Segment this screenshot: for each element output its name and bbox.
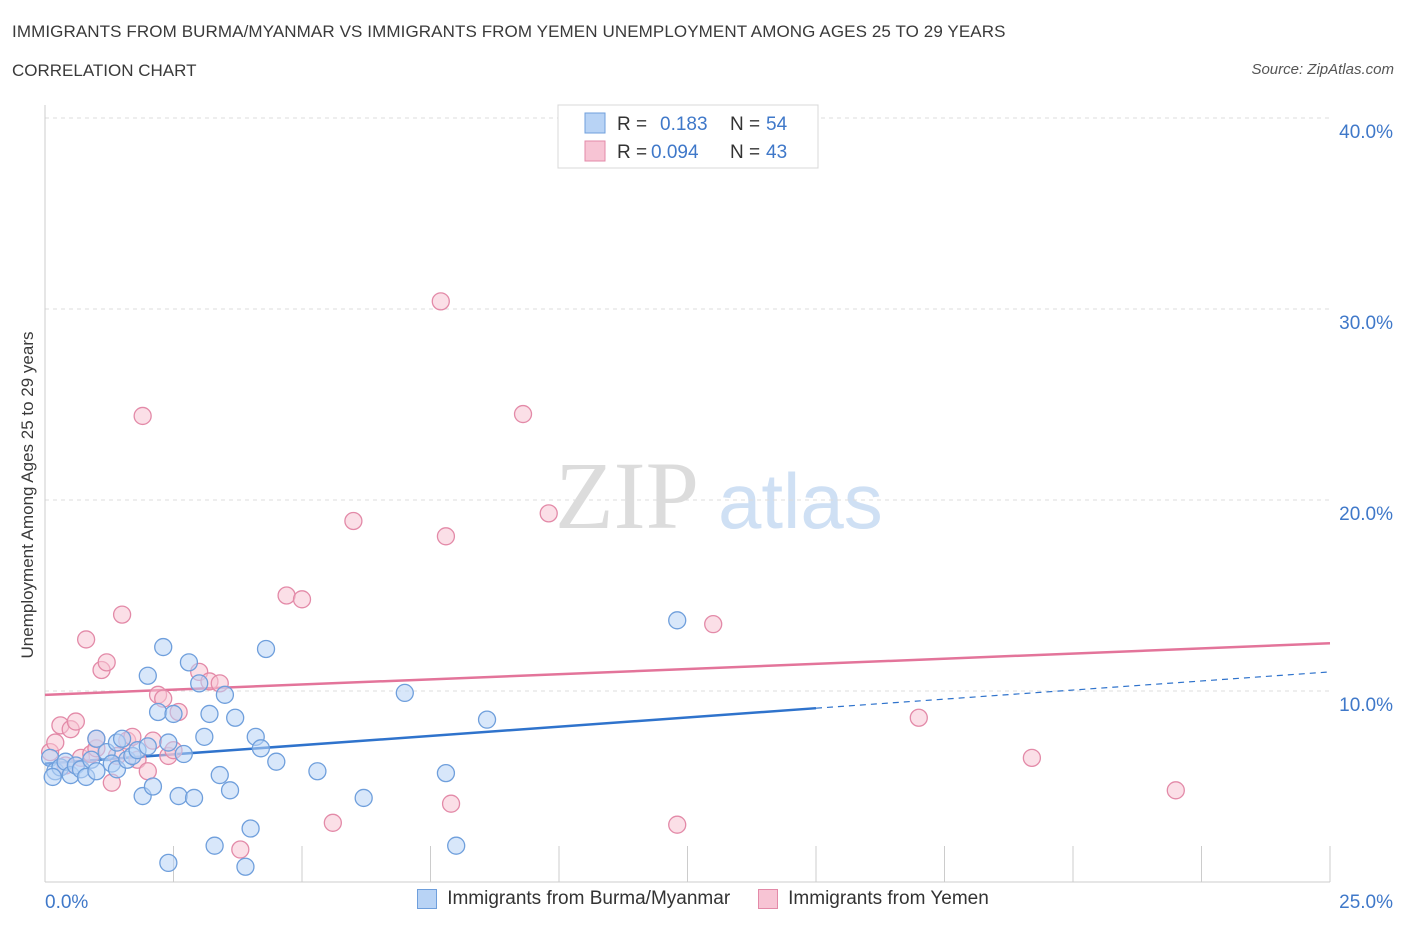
point-burma (143, 777, 163, 796)
legend-label-yemen: Immigrants from Yemen (788, 888, 989, 909)
y-tick-label: 40.0% (1339, 122, 1393, 143)
x-tick-label: 25.0% (1339, 892, 1393, 913)
point-burma (354, 788, 373, 808)
point-yemen (1166, 781, 1185, 800)
point-burma (159, 853, 178, 873)
point-yemen (704, 615, 723, 634)
stats-n-label: N = (730, 114, 760, 135)
point-burma (251, 739, 271, 758)
point-burma (169, 786, 188, 806)
legend-swatch-blue (417, 889, 438, 909)
point-burma (267, 752, 286, 771)
stats-r-value: 0.183 (660, 114, 708, 135)
legend-item-yemen: Immigrants from Yemen (758, 888, 989, 910)
data-points (40, 292, 1185, 876)
point-burma (138, 737, 157, 756)
point-yemen (441, 794, 461, 813)
point-burma (112, 729, 132, 748)
y-axis-label: Unemployment Among Ages 25 to 29 years (18, 332, 37, 659)
legend-item-burma: Immigrants from Burma/Myanmar (417, 888, 730, 910)
point-burma (154, 637, 173, 657)
trend-line-burma-extension (815, 671, 1331, 709)
point-yemen (112, 605, 132, 624)
point-burma (236, 857, 255, 876)
point-yemen (513, 404, 533, 424)
point-yemen (344, 511, 363, 531)
point-burma (148, 702, 168, 722)
axes: 10.0% 20.0% 30.0% 40.0% 0.0% 25.0% (44, 105, 1393, 913)
stats-r-label: R = (617, 142, 647, 163)
point-burma (159, 733, 178, 752)
point-burma (447, 836, 466, 855)
chart-subtitle: CORRELATION CHART (12, 61, 197, 80)
watermark-atlas: atlas (718, 457, 883, 545)
point-yemen (431, 292, 450, 311)
point-burma (241, 819, 260, 838)
point-burma (138, 666, 157, 685)
series-legend: Immigrants from Burma/Myanmar Immigrants… (0, 888, 1406, 910)
watermark-zip: ZIP (555, 442, 699, 549)
stats-r-label: R = (617, 114, 647, 135)
chart-title: IMMIGRANTS FROM BURMA/MYANMAR VS IMMIGRA… (12, 22, 1006, 41)
point-burma (184, 788, 204, 808)
point-burma (668, 611, 687, 630)
point-burma (308, 762, 327, 781)
legend-swatch-pink (758, 889, 779, 909)
point-yemen (909, 708, 928, 727)
legend-swatch-pink (584, 140, 606, 162)
stats-n-label: N = (730, 142, 760, 163)
stats-n-value: 43 (766, 142, 787, 163)
stats-n-value: 54 (766, 114, 788, 135)
point-burma (256, 639, 276, 659)
point-burma (436, 763, 456, 783)
trend-line-yemen (44, 642, 1331, 697)
legend-swatch-blue (584, 112, 606, 134)
point-burma (87, 729, 106, 748)
x-tick-label: 0.0% (45, 892, 88, 913)
point-yemen (292, 590, 312, 609)
point-yemen (436, 527, 456, 546)
point-yemen (539, 504, 558, 523)
point-burma (210, 765, 229, 785)
trend-lines (44, 642, 1331, 765)
point-burma (190, 674, 209, 693)
y-tick-label: 30.0% (1339, 313, 1393, 334)
y-tick-label: 20.0% (1339, 504, 1393, 525)
point-burma (477, 710, 497, 729)
point-yemen (76, 630, 96, 649)
point-yemen (277, 586, 296, 605)
stats-r-value: 0.094 (651, 142, 699, 163)
point-burma (174, 744, 193, 764)
point-yemen (1022, 748, 1042, 767)
point-yemen (138, 762, 157, 781)
point-burma (395, 683, 414, 703)
stats-legend: R = 0.183 N = 54 R = 0.094 N = 43 (557, 104, 819, 169)
point-burma (43, 767, 62, 787)
point-burma (200, 704, 219, 724)
point-burma (220, 781, 240, 800)
point-burma (164, 704, 183, 724)
point-burma (195, 727, 214, 746)
point-burma (226, 708, 245, 727)
y-tick-label: 10.0% (1339, 695, 1393, 716)
point-burma (215, 685, 235, 704)
gridlines (45, 117, 1330, 692)
point-yemen (323, 813, 342, 832)
point-yemen (97, 653, 116, 672)
point-burma (179, 653, 199, 672)
legend-label-burma: Immigrants from Burma/Myanmar (447, 888, 731, 909)
chart-source: Source: ZipAtlas.com (1251, 61, 1394, 78)
point-yemen (66, 712, 85, 731)
point-yemen (46, 733, 65, 752)
point-burma (205, 836, 224, 855)
point-yemen (133, 406, 152, 426)
point-burma (87, 762, 106, 781)
point-yemen (231, 840, 250, 859)
point-yemen (668, 815, 687, 834)
